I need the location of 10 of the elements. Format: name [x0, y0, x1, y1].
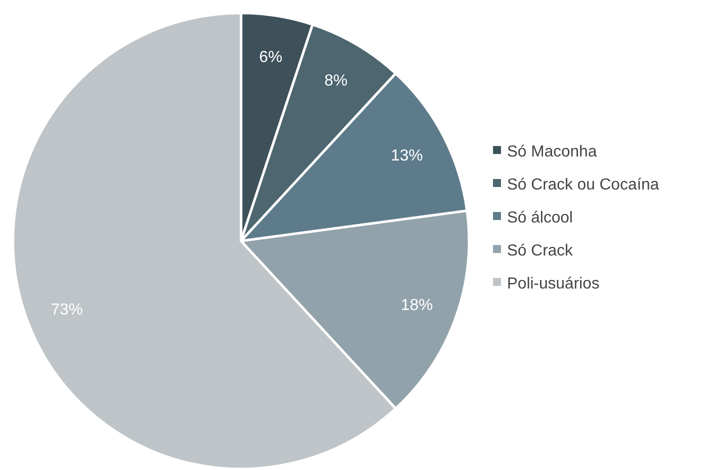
- legend-label: Só álcool: [507, 210, 573, 227]
- data-label: 8%: [324, 72, 348, 90]
- data-label: 6%: [259, 49, 282, 66]
- data-label: 73%: [50, 302, 83, 319]
- data-label: 18%: [400, 297, 433, 314]
- data-label: 13%: [390, 147, 423, 164]
- legend-label: Poli-usuários: [507, 276, 600, 293]
- legend-label: Só Crack ou Cocaína: [507, 176, 660, 194]
- legend-label: Só Maconha: [507, 144, 597, 161]
- legend-label: Só Crack: [507, 242, 574, 260]
